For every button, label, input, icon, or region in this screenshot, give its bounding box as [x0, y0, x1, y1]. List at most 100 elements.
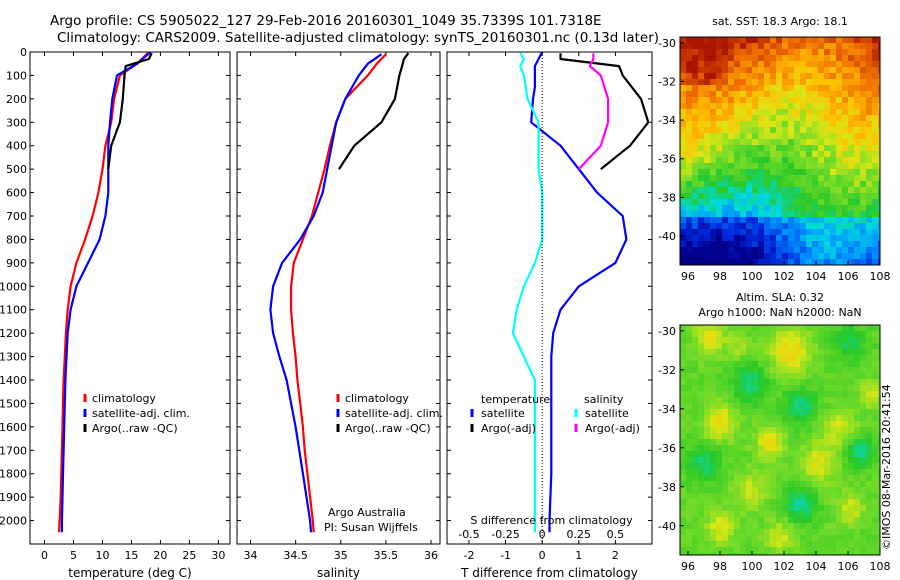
heatmap-cell — [776, 79, 783, 86]
heatmap-cell — [794, 385, 801, 392]
heatmap-cell — [704, 85, 711, 92]
heatmap-cell — [830, 103, 837, 110]
heatmap-cell — [812, 61, 819, 68]
y-tick-label: 700 — [6, 210, 27, 223]
series-line — [530, 51, 628, 533]
heatmap-cell — [842, 445, 849, 452]
heatmap-cell — [740, 247, 747, 254]
heatmap-cell — [806, 217, 813, 224]
heatmap-cell — [806, 403, 813, 410]
heatmap-cell — [830, 439, 837, 446]
heatmap-cell — [788, 61, 795, 68]
heatmap-cell — [824, 463, 831, 470]
heatmap-cell — [716, 133, 723, 140]
heatmap-cell — [770, 37, 777, 44]
heatmap-cell — [716, 499, 723, 506]
heatmap-cell — [716, 259, 723, 266]
heatmap-cell — [860, 247, 867, 254]
heatmap-cell — [746, 493, 753, 500]
heatmap-cell — [740, 535, 747, 542]
heatmap-cell — [710, 241, 717, 248]
heatmap-cell — [848, 463, 855, 470]
heatmap-cell — [830, 451, 837, 458]
heatmap-cell — [788, 145, 795, 152]
heatmap-cell — [848, 511, 855, 518]
heatmap-cell — [776, 229, 783, 236]
heatmap-cell — [866, 487, 873, 494]
x2-tick-label: -0.5 — [458, 528, 479, 541]
heatmap-cell — [806, 73, 813, 80]
heatmap-cell — [680, 127, 687, 134]
heatmap-cell — [764, 505, 771, 512]
heatmap-cell — [812, 193, 819, 200]
heatmap-cell — [692, 97, 699, 104]
heatmap-cell — [764, 253, 771, 260]
heatmap-cell — [836, 553, 843, 556]
heatmap-cell — [692, 49, 699, 56]
heatmap-cell — [686, 241, 693, 248]
heatmap-cell — [716, 91, 723, 98]
heatmap-cell — [830, 97, 837, 104]
heatmap-cell — [680, 541, 687, 548]
heatmap-cell — [776, 547, 783, 554]
heatmap-cell — [704, 67, 711, 74]
heatmap-cell — [770, 61, 777, 68]
heatmap-cell — [836, 439, 843, 446]
heatmap-cell — [722, 331, 729, 338]
heatmap-cell — [698, 49, 705, 56]
heatmap-cell — [686, 469, 693, 476]
heatmap-cell — [860, 361, 867, 368]
heatmap-cell — [842, 385, 849, 392]
legend-label: Argo(..raw -QC) — [345, 422, 431, 435]
heatmap-cell — [866, 535, 873, 542]
heatmap-cell — [818, 517, 825, 524]
heatmap-cell — [686, 67, 693, 74]
heatmap-cell — [734, 67, 741, 74]
heatmap-cell — [758, 343, 765, 350]
series-line — [577, 53, 610, 170]
heatmap-cell — [698, 103, 705, 110]
heatmap-cell — [746, 439, 753, 446]
heatmap-cell — [800, 85, 807, 92]
heatmap-cell — [770, 403, 777, 410]
heatmap-cell — [728, 43, 735, 50]
heatmap-cell — [842, 223, 849, 230]
heatmap-cell — [728, 175, 735, 182]
heatmap-cell — [836, 151, 843, 158]
heatmap-cell — [752, 505, 759, 512]
heatmap-cell — [866, 259, 873, 266]
heatmap-cell — [866, 49, 873, 56]
heatmap-cell — [782, 379, 789, 386]
heatmap-cell — [692, 241, 699, 248]
heatmap-cell — [746, 223, 753, 230]
heatmap-cell — [704, 367, 711, 374]
map-frame — [679, 324, 881, 556]
heatmap-cell — [878, 241, 881, 248]
heatmap-cell — [878, 361, 881, 368]
heatmap-cell — [764, 397, 771, 404]
heatmap-cell — [872, 343, 879, 350]
heatmap-cell — [746, 487, 753, 494]
heatmap-cell — [782, 115, 789, 122]
heatmap-cell — [770, 259, 777, 266]
heatmap-cell — [800, 385, 807, 392]
heatmap-cell — [788, 373, 795, 380]
heatmap-cell — [764, 451, 771, 458]
heatmap-cell — [686, 91, 693, 98]
heatmap-cell — [878, 553, 881, 556]
heatmap-cell — [728, 421, 735, 428]
heatmap-cell — [878, 85, 881, 92]
heatmap-cell — [686, 379, 693, 386]
heatmap-cell — [764, 487, 771, 494]
heatmap-cell — [794, 505, 801, 512]
heatmap-cell — [728, 331, 735, 338]
heatmap-cell — [806, 223, 813, 230]
heatmap-cell — [716, 181, 723, 188]
heatmap-cell — [812, 493, 819, 500]
heatmap-cell — [842, 43, 849, 50]
heatmap-cell — [866, 529, 873, 536]
heatmap-cell — [788, 367, 795, 374]
heatmap-cell — [806, 133, 813, 140]
heatmap-cell — [878, 415, 881, 422]
